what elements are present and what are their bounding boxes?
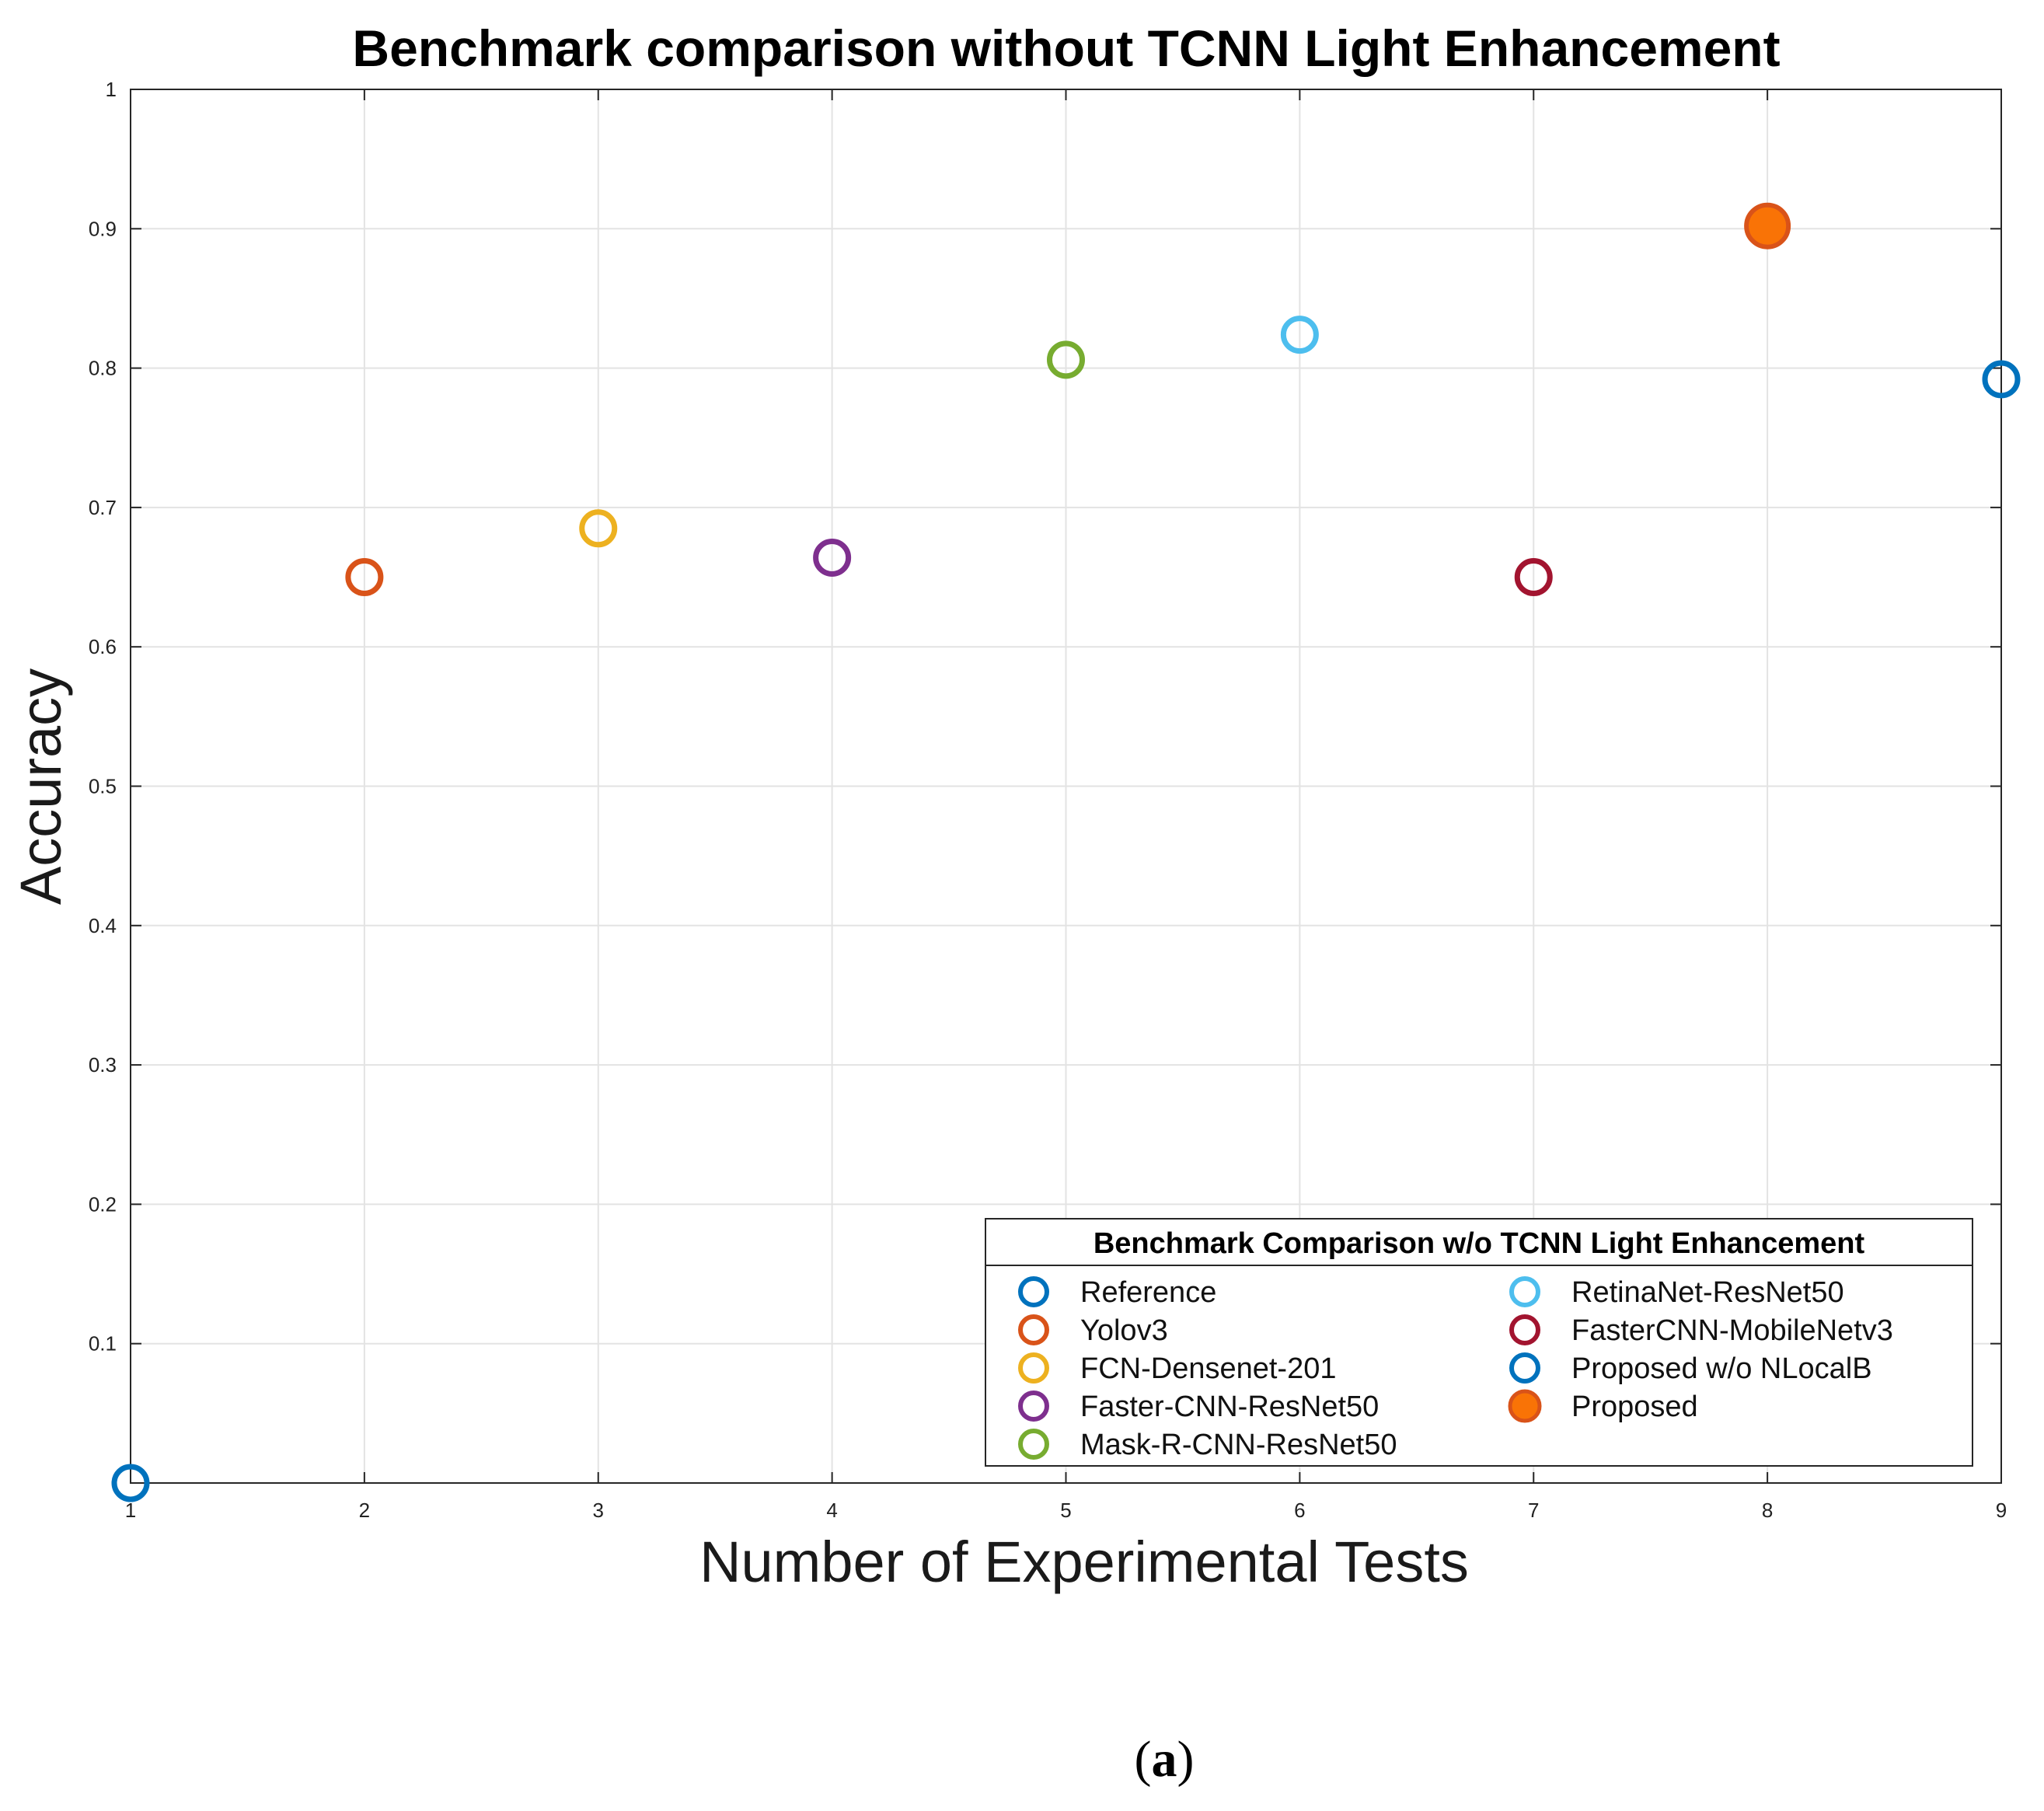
y-tick-label: 0.8 [89,357,117,380]
y-tick-label: 0.6 [89,635,117,658]
axis-ticks [130,89,2002,1483]
x-tick-label: 5 [1060,1499,1071,1522]
x-tick-label: 2 [359,1499,370,1522]
legend-marker [1509,1314,1540,1345]
legend-marker [1508,1389,1542,1423]
legend-marker [1509,1276,1540,1307]
x-tick-label: 1 [125,1499,136,1522]
caption-open: ( [1135,1731,1152,1788]
x-tick-label: 3 [593,1499,604,1522]
legend-label: FCN-Densenet-201 [1080,1352,1336,1385]
legend-label: Proposed [1571,1391,1698,1423]
y-axis-label: Accuracy [9,668,73,905]
legend-marker [1018,1276,1049,1307]
legend-label: Reference [1080,1276,1216,1309]
y-tick-label: 0.1 [89,1332,117,1356]
y-tick-label: 0.3 [89,1053,117,1076]
figure-caption: (a) [1135,1731,1195,1788]
data-point-fastercnn-mobilenetv3 [1514,558,1553,597]
legend-label: RetinaNet-ResNet50 [1571,1276,1844,1309]
data-point-proposed [1744,202,1791,249]
legend-marker [1018,1352,1049,1384]
x-tick-label: 9 [1996,1499,2007,1522]
caption-close: ) [1177,1731,1195,1788]
x-tick-label: 8 [1762,1499,1773,1522]
legend-entries: Reference Yolov3 FCN-Densenet-201 Faster-CN… [1018,1276,1893,1461]
y-tick-label: 1 [106,78,117,101]
legend-marker [1509,1352,1540,1384]
legend-title: Benchmark Comparison w/o TCNN Light Enha… [1094,1227,1865,1260]
legend: Benchmark Comparison w/o TCNN Light Enha… [985,1218,1973,1467]
y-tick-label: 0.7 [89,496,117,519]
x-tick-label: 4 [826,1499,837,1522]
grid [130,89,2002,1483]
data-points [111,202,2021,1502]
data-point-yolov3 [345,558,384,597]
y-tick-label: 0.4 [89,914,117,937]
legend-label: Faster-CNN-ResNet50 [1080,1391,1379,1423]
data-point-retinanet-resnet50 [1280,316,1319,354]
legend-label: Mask-R-CNN-ResNet50 [1080,1429,1397,1461]
legend-marker [1018,1429,1049,1460]
legend-label: FasterCNN-MobileNetv3 [1571,1314,1893,1347]
x-tick-label: 6 [1294,1499,1305,1522]
y-tick-label: 0.2 [89,1192,117,1216]
y-tick-label: 0.5 [89,775,117,798]
data-point-proposed-w-o-nlocalb [1982,360,2021,399]
data-point-faster-cnn-resnet50 [813,538,852,577]
data-point-fcn-densenet-201 [579,509,618,548]
tick-labels: 1 2 3 4 5 6 7 8 9 0.1 0.2 0.3 0.4 0.5 0.6 0.7 0.8 0.9 1 [89,78,2007,1522]
y-tick-label: 0.9 [89,217,117,240]
legend-box [985,1218,1973,1467]
data-point-mask-r-cnn-resnet50 [1047,340,1085,379]
caption-letter: a [1152,1731,1177,1788]
x-tick-label: 7 [1528,1499,1539,1522]
chart-title: Benchmark comparison without TCNN Light … [352,19,1780,77]
x-axis-label: Number of Experimental Tests [699,1530,1469,1594]
data-point-reference [111,1464,150,1502]
legend-marker [1018,1391,1049,1422]
legend-marker [1018,1314,1049,1345]
legend-label: Proposed w/o NLocalB [1571,1352,1872,1385]
legend-label: Yolov3 [1080,1314,1168,1347]
